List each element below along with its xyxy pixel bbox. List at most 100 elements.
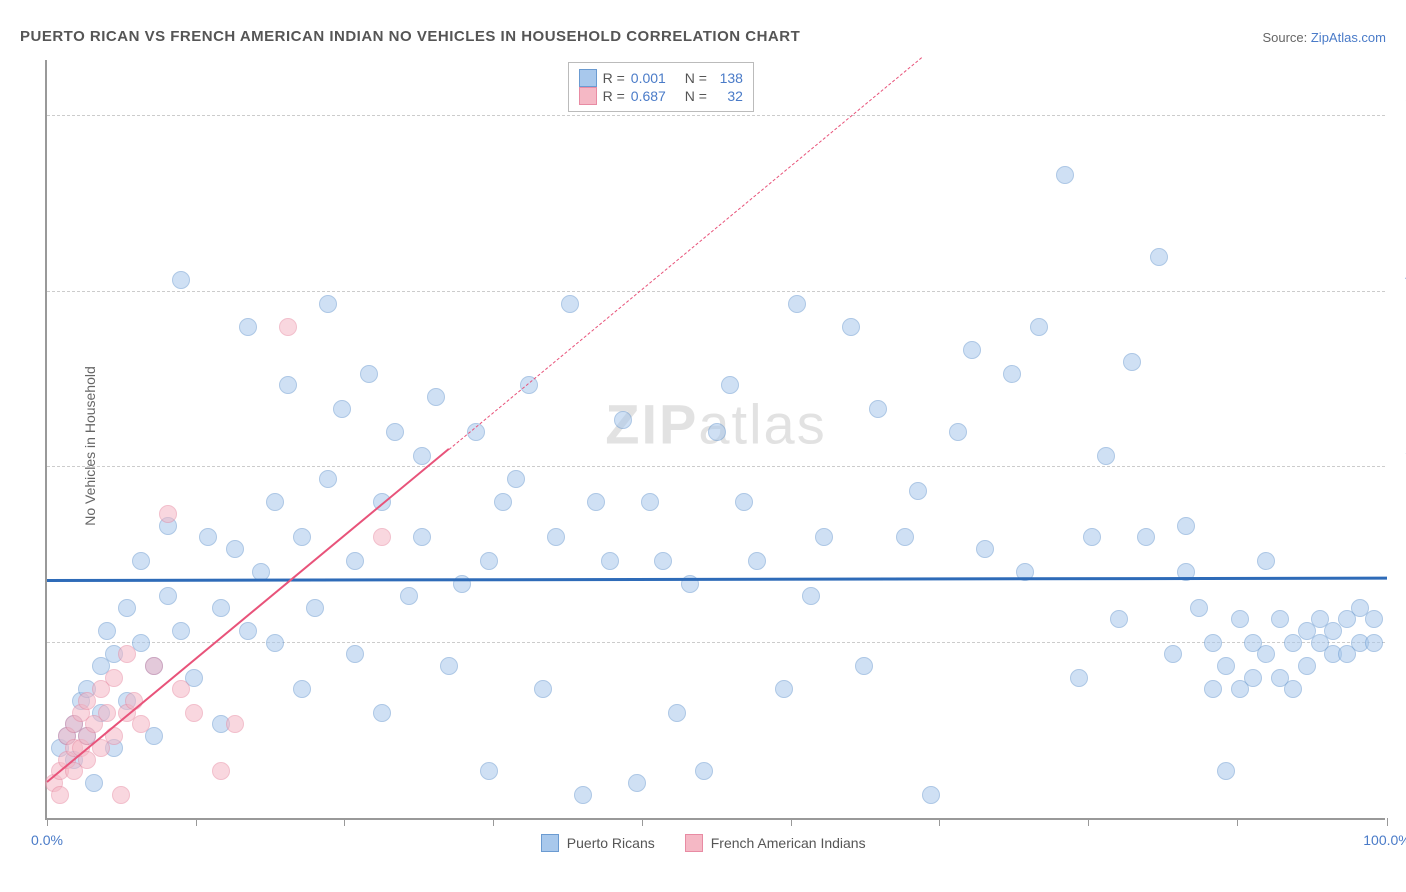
scatter-point	[815, 528, 833, 546]
legend-stats: R =0.001N =138R =0.687N =32	[568, 62, 754, 112]
scatter-point	[105, 669, 123, 687]
scatter-point	[293, 680, 311, 698]
x-tick-label: 0.0%	[31, 832, 63, 848]
scatter-point	[695, 762, 713, 780]
scatter-point	[922, 786, 940, 804]
scatter-point	[319, 470, 337, 488]
scatter-point	[1030, 318, 1048, 336]
x-tick	[196, 818, 197, 826]
scatter-point	[668, 704, 686, 722]
legend-swatch	[685, 834, 703, 852]
legend-label: Puerto Ricans	[567, 835, 655, 851]
scatter-point	[172, 271, 190, 289]
scatter-point	[735, 493, 753, 511]
legend-row: R =0.687N =32	[579, 87, 743, 105]
scatter-point	[386, 423, 404, 441]
scatter-point	[949, 423, 967, 441]
legend-label: French American Indians	[711, 835, 866, 851]
scatter-point	[842, 318, 860, 336]
scatter-point	[855, 657, 873, 675]
scatter-point	[1204, 680, 1222, 698]
scatter-point	[788, 295, 806, 313]
r-label: R =	[603, 70, 625, 86]
legend-swatch	[579, 87, 597, 105]
scatter-point	[641, 493, 659, 511]
scatter-point	[199, 528, 217, 546]
scatter-point	[266, 493, 284, 511]
scatter-point	[561, 295, 579, 313]
legend-row: R =0.001N =138	[579, 69, 743, 87]
scatter-point	[1070, 669, 1088, 687]
scatter-point	[614, 411, 632, 429]
scatter-point	[1083, 528, 1101, 546]
scatter-point	[520, 376, 538, 394]
scatter-point	[346, 645, 364, 663]
scatter-point	[159, 505, 177, 523]
trend-line	[46, 448, 449, 783]
scatter-point	[172, 622, 190, 640]
scatter-point	[976, 540, 994, 558]
scatter-point	[775, 680, 793, 698]
scatter-point	[1284, 680, 1302, 698]
scatter-point	[132, 552, 150, 570]
scatter-point	[239, 622, 257, 640]
scatter-point	[1177, 517, 1195, 535]
scatter-point	[896, 528, 914, 546]
scatter-point	[293, 528, 311, 546]
scatter-point	[212, 599, 230, 617]
source-link[interactable]: ZipAtlas.com	[1311, 30, 1386, 45]
scatter-point	[1257, 645, 1275, 663]
scatter-point	[534, 680, 552, 698]
scatter-point	[587, 493, 605, 511]
scatter-point	[360, 365, 378, 383]
n-label: N =	[685, 70, 707, 86]
scatter-point	[319, 295, 337, 313]
scatter-point	[480, 552, 498, 570]
x-tick	[939, 818, 940, 826]
n-label: N =	[685, 88, 707, 104]
scatter-point	[306, 599, 324, 617]
scatter-point	[85, 774, 103, 792]
scatter-point	[1056, 166, 1074, 184]
scatter-point	[132, 715, 150, 733]
r-label: R =	[603, 88, 625, 104]
chart-title: PUERTO RICAN VS FRENCH AMERICAN INDIAN N…	[20, 28, 800, 45]
n-value: 138	[713, 70, 743, 86]
x-tick	[1387, 818, 1388, 826]
x-tick	[791, 818, 792, 826]
legend-swatch	[541, 834, 559, 852]
scatter-point	[373, 704, 391, 722]
source-prefix: Source:	[1262, 30, 1310, 45]
legend-item: Puerto Ricans	[541, 834, 655, 852]
scatter-point	[574, 786, 592, 804]
gridline	[47, 642, 1385, 643]
scatter-point	[118, 599, 136, 617]
scatter-point	[112, 786, 130, 804]
legend-swatch	[579, 69, 597, 87]
gridline	[47, 115, 1385, 116]
scatter-point	[1110, 610, 1128, 628]
scatter-point	[1150, 248, 1168, 266]
scatter-point	[98, 622, 116, 640]
x-tick	[493, 818, 494, 826]
scatter-point	[239, 318, 257, 336]
scatter-point	[279, 318, 297, 336]
source-attribution: Source: ZipAtlas.com	[1262, 30, 1386, 45]
scatter-point	[802, 587, 820, 605]
x-tick	[642, 818, 643, 826]
scatter-point	[373, 528, 391, 546]
x-tick	[344, 818, 345, 826]
scatter-point	[1365, 634, 1383, 652]
scatter-point	[1231, 610, 1249, 628]
r-value: 0.687	[631, 88, 679, 104]
chart-container: PUERTO RICAN VS FRENCH AMERICAN INDIAN N…	[0, 0, 1406, 892]
scatter-point	[628, 774, 646, 792]
scatter-point	[145, 657, 163, 675]
scatter-point	[266, 634, 284, 652]
scatter-point	[413, 447, 431, 465]
scatter-point	[333, 400, 351, 418]
scatter-point	[480, 762, 498, 780]
x-tick	[47, 818, 48, 826]
scatter-point	[748, 552, 766, 570]
x-tick-label: 100.0%	[1363, 832, 1406, 848]
